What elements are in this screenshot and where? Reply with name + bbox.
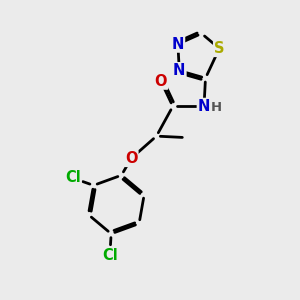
Text: S: S	[214, 41, 225, 56]
Text: O: O	[125, 151, 137, 166]
Text: N: N	[172, 37, 184, 52]
Text: N: N	[173, 63, 185, 78]
Text: Cl: Cl	[65, 170, 81, 185]
Text: Cl: Cl	[102, 248, 118, 263]
Text: O: O	[155, 74, 167, 88]
Text: N: N	[198, 99, 210, 114]
Text: H: H	[211, 101, 222, 114]
